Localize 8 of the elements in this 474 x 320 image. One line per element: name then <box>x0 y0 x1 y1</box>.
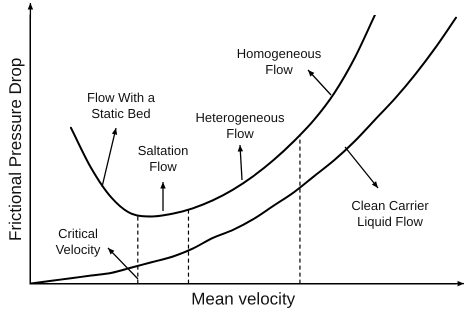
annotation: Saltation Flow <box>136 143 190 175</box>
annotation: Critical Velocity <box>54 226 102 258</box>
x-axis-title: Mean velocity <box>191 289 296 308</box>
y-axis-title: Frictional Pressure Drop <box>6 58 25 241</box>
annotation: Homogeneous Flow <box>236 46 322 78</box>
annotation: Clean Carrier Liquid Flow <box>350 198 430 230</box>
annotation: Flow With a Static Bed <box>86 90 156 122</box>
annotation: Heterogeneous Flow <box>194 110 286 142</box>
